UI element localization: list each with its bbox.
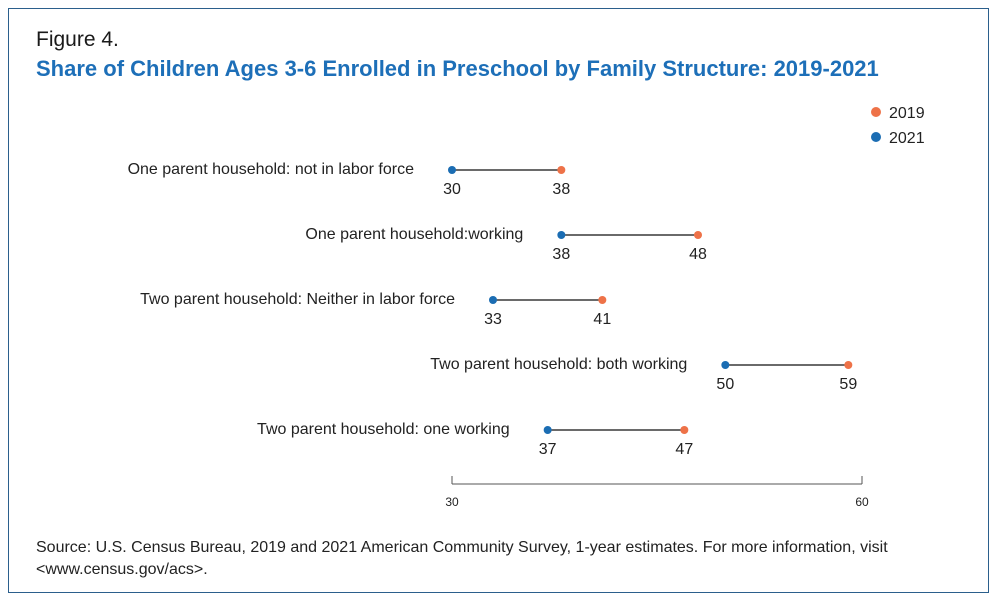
- data-label-2019: 47: [675, 441, 693, 458]
- category-label: Two parent household: one working: [257, 421, 510, 438]
- data-label-2021: 30: [443, 181, 461, 198]
- point-2019: [680, 426, 689, 434]
- point-2021: [557, 231, 566, 239]
- point-2021: [448, 166, 456, 174]
- category-label: Two parent household: both working: [430, 356, 687, 373]
- legend-label-2021: 2021: [889, 130, 925, 147]
- point-2021: [721, 361, 730, 369]
- category-label: One parent household:working: [305, 226, 523, 243]
- point-2019: [844, 361, 853, 369]
- data-label-2021: 37: [539, 441, 557, 458]
- point-2019: [598, 296, 607, 304]
- point-2019: [557, 166, 566, 174]
- data-label-2021: 50: [716, 376, 734, 393]
- category-label: One parent household: not in labor force: [128, 161, 415, 178]
- source-note: Source: U.S. Census Bureau, 2019 and 202…: [36, 539, 888, 578]
- figure-frame: [8, 8, 989, 593]
- data-label-2021: 33: [484, 311, 502, 328]
- legend-marker-2019: [871, 107, 881, 117]
- figure-label: Figure 4.: [36, 28, 119, 51]
- point-2021: [543, 426, 552, 434]
- chart-title: Share of Children Ages 3-6 Enrolled in P…: [36, 56, 879, 81]
- x-tick-label: 60: [855, 495, 869, 509]
- data-label-2019: 59: [839, 376, 857, 393]
- point-2019: [694, 231, 702, 239]
- legend-marker-2021: [871, 132, 881, 142]
- category-label: Two parent household: Neither in labor f…: [140, 291, 455, 308]
- x-tick-label: 30: [445, 495, 459, 509]
- data-label-2021: 38: [552, 246, 570, 263]
- point-2021: [489, 296, 497, 304]
- data-label-2019: 38: [552, 181, 570, 198]
- legend-label-2019: 2019: [889, 105, 925, 122]
- data-label-2019: 48: [689, 246, 707, 263]
- data-label-2019: 41: [593, 311, 611, 328]
